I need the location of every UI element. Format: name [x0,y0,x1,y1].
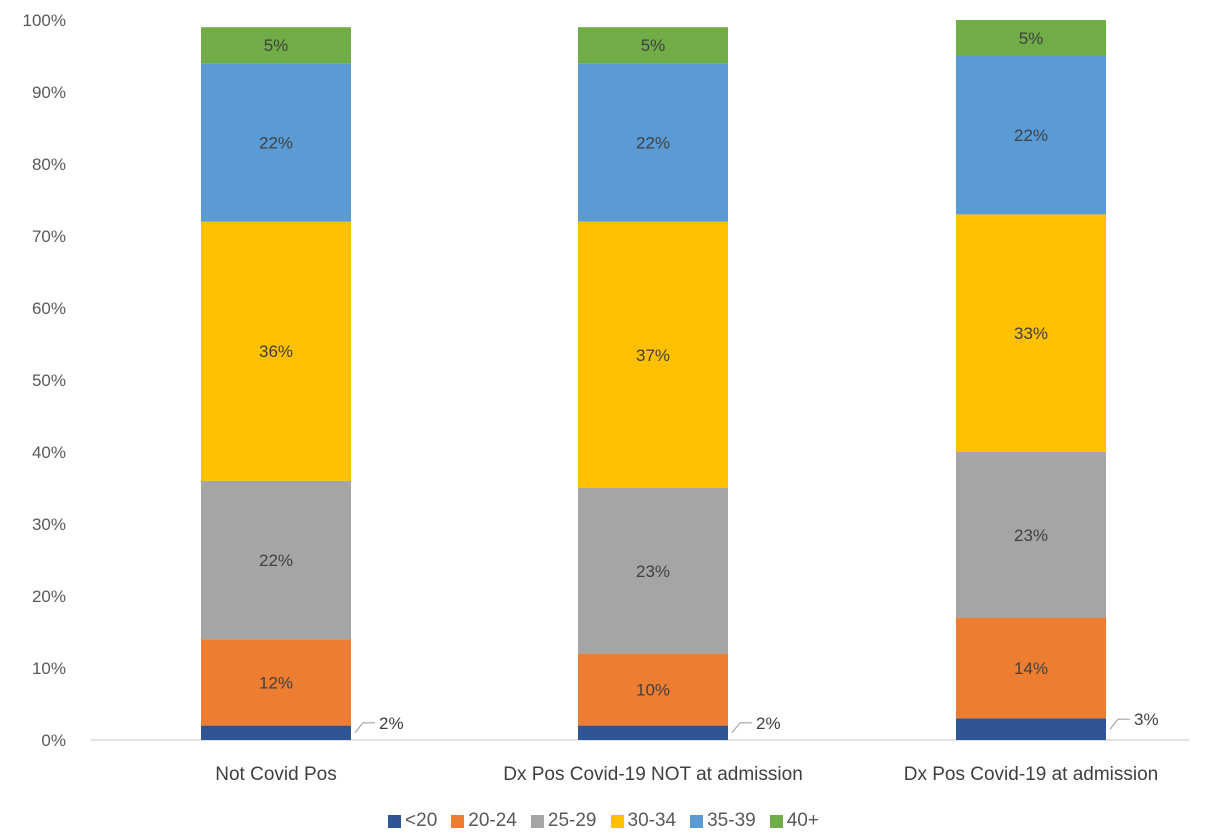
data-label: 22% [636,133,670,152]
leader-line [354,722,375,734]
data-label: 33% [1014,324,1048,343]
y-tick-label: 100% [23,11,66,30]
legend-label: 40+ [786,810,819,831]
bar-segment [578,653,728,726]
data-label: 22% [259,551,293,570]
data-label: 14% [1014,659,1048,678]
y-tick-label: 90% [32,83,66,102]
data-label: 3% [1134,710,1159,729]
bar-segment [201,639,351,726]
bar-segment [201,480,351,640]
bar-segment [201,27,351,64]
legend: <20 20-24 25-29 30-34 35-39 40+ [0,810,1207,832]
stacked-bar-chart: 0%10%20%30%40%50%60%70%80%90%100% 2%12%2… [23,11,1190,785]
legend-item: 40+ [769,810,819,832]
legend-swatch [388,814,402,828]
data-label: 2% [756,714,781,733]
data-label: 5% [1019,29,1044,48]
leader-line [731,722,752,734]
legend-item: 25-29 [530,810,597,832]
x-category-label: Dx Pos Covid-19 NOT at admission [503,764,803,785]
bars-group [201,20,1106,740]
legend-item: 30-34 [610,810,677,832]
legend-label: 35-39 [707,810,756,831]
legend-item: <20 [388,810,437,832]
bar-segment [956,452,1106,618]
y-tick-label: 50% [32,371,66,390]
x-category-label: Not Covid Pos [215,764,336,785]
y-tick-label: 60% [32,299,66,318]
y-axis-ticks: 0% 10% 20% 30% 40% 50% 60% 70% 80% 90% 100% [23,11,66,750]
bar-segment [578,488,728,654]
bar-segment [956,20,1106,56]
data-label: 12% [259,673,293,692]
legend-label: <20 [405,810,438,831]
data-label: 22% [1014,126,1048,145]
data-label: 2% [379,714,404,733]
data-labels-group: 2% 12% 22% 36% 22% 5% 2% 10% 23% 37% 22% 5% 3% 14% 23%… [259,29,1159,734]
bar-segment [201,63,351,222]
y-tick-label: 70% [32,227,66,246]
legend-swatch [451,814,465,828]
bar-segment [956,56,1106,215]
bar-segment [578,725,728,740]
data-label: 22% [259,133,293,152]
legend-label: 30-34 [627,810,677,831]
y-tick-label: 0% [41,731,66,750]
bar-segment [201,725,351,740]
legend-swatch [530,814,544,828]
x-axis-categories: Not Covid Pos Dx Pos Covid-19 NOT at admi… [215,764,1158,785]
legend-swatch [690,814,704,828]
y-tick-label: 80% [32,155,66,174]
legend-item: 35-39 [690,810,756,832]
data-label: 5% [264,36,289,55]
bar-segment [956,718,1106,740]
data-label: 23% [1014,526,1048,545]
data-label: 37% [636,346,670,365]
bar-segment [578,221,728,488]
y-tick-label: 20% [32,587,66,606]
legend-label: 25-29 [547,810,597,831]
y-tick-label: 40% [32,443,66,462]
legend-swatch [769,814,783,828]
legend-swatch [610,814,624,828]
data-label: 5% [641,36,666,55]
bar-segment [578,27,728,64]
data-label: 23% [636,562,670,581]
y-tick-label: 10% [32,659,66,678]
bar-segment [956,617,1106,719]
bar-segment [956,214,1106,452]
y-tick-label: 30% [32,515,66,534]
bar-segment [201,221,351,481]
data-label: 36% [259,342,293,361]
x-category-label: Dx Pos Covid-19 at admission [904,764,1159,785]
data-label: 10% [636,681,670,700]
bar-segment [578,63,728,222]
legend-item: 20-24 [451,810,517,832]
leader-line [1109,718,1130,730]
legend-label: 20-24 [468,810,517,831]
